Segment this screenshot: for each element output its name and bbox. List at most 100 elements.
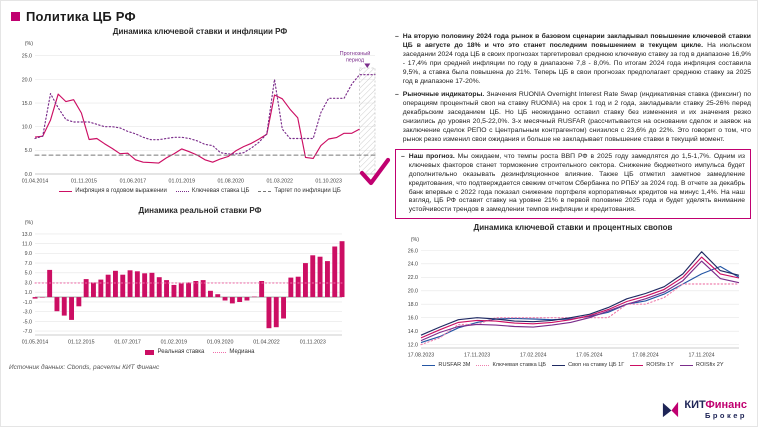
svg-text:01.01.2019: 01.01.2019 (169, 179, 196, 185)
chart-key-rate-inflation: Динамика ключевой ставки и инфляции РФ 0… (9, 27, 391, 194)
bullet-lead: Наш прогноз. (408, 152, 455, 160)
svg-text:-5.0: -5.0 (23, 319, 32, 325)
bullet-lead: На вторую половину 2024 года рынок в баз… (402, 33, 751, 49)
chart-real-rate: Динамика реальной ставки РФ 13.0 11.0 9.0 7… (9, 206, 391, 355)
svg-text:24.0: 24.0 (408, 262, 418, 268)
bullet-text: Наш прогноз. Мы ожидаем, что темпы роста… (409, 153, 745, 216)
svg-text:20.0: 20.0 (22, 77, 32, 83)
logo-line1: КИТФинанс (684, 398, 747, 411)
legend-label: ROISfix 2Y (695, 362, 724, 368)
bullet-lead: Рыночные индикаторы. (402, 90, 485, 98)
bullet-text: На вторую половину 2024 года рынок в баз… (403, 33, 751, 87)
bullet-market-expectations: – На вторую половину 2024 года рынок в б… (395, 33, 751, 87)
chart3-legend: RUSFAR 3M Ключевая ставка ЦБ Своп на ставк… (395, 362, 751, 368)
svg-text:-7.0: -7.0 (23, 329, 32, 335)
legend-label: Таргет по инфляции ЦБ (274, 188, 341, 194)
svg-text:5.0: 5.0 (25, 148, 32, 154)
svg-text:01.12.2015: 01.12.2015 (68, 340, 95, 346)
legend-bar-swatch (145, 349, 155, 355)
legend-item: Таргет по инфляции ЦБ (258, 188, 341, 194)
svg-text:3.0: 3.0 (25, 280, 32, 286)
svg-text:01.04.2022: 01.04.2022 (253, 340, 280, 346)
bullet-our-forecast-highlighted: – Наш прогноз. Мы ожидаем, что темпы рос… (395, 148, 751, 220)
svg-text:5.0: 5.0 (25, 271, 32, 277)
logo-mark-icon (663, 401, 679, 417)
chart2-canvas: 13.0 11.0 9.0 7.0 5.0 3.0 1.0 -1.0 -3.0 -5.0 -7.0 0… (22, 220, 345, 346)
chart2-title: Динамика реальной ставки РФ (138, 206, 262, 215)
bullet-dash: – (401, 152, 405, 160)
svg-text:01.02.2019: 01.02.2019 (161, 340, 188, 346)
legend-line-swatch (476, 364, 490, 366)
svg-text:Прогнозный: Прогнозный (340, 50, 371, 57)
svg-text:период: период (346, 58, 365, 64)
svg-text:01.05.2014: 01.05.2014 (22, 340, 49, 346)
logo-broker: Брокер (704, 410, 747, 420)
bullet-body: Значения RUONIA Overnight Interest Rate … (402, 90, 751, 143)
svg-text:17.08.2024: 17.08.2024 (632, 353, 659, 359)
legend-item: Своп на ставку ЦБ 1Г (552, 362, 624, 368)
logo-kit: КИТ (684, 398, 706, 411)
svg-text:1.0: 1.0 (25, 290, 32, 296)
legend-item: Ключевая ставка ЦБ (175, 188, 250, 194)
svg-text:10.0: 10.0 (22, 125, 32, 131)
legend-label: Ключевая ставка ЦБ (191, 188, 250, 194)
legend-item: Реальная ставка (145, 349, 204, 355)
legend-item: Инфляция в годовом выражении (59, 188, 167, 194)
svg-text:01.03.2022: 01.03.2022 (266, 179, 293, 185)
svg-text:15.0: 15.0 (22, 101, 32, 107)
svg-text:01.09.2020: 01.09.2020 (207, 340, 234, 346)
analysis-bullets: – На вторую половину 2024 года рынок в б… (395, 33, 751, 223)
bullet-text: Рыночные индикаторы. Значения RUONIA Ove… (403, 91, 751, 145)
bullet-body: Мы ожидаем, что темпы роста ВВП РФ в 202… (408, 152, 745, 214)
svg-text:01.11.2023: 01.11.2023 (300, 340, 326, 346)
svg-text:20.0: 20.0 (408, 289, 418, 295)
right-column: – На вторую половину 2024 года рынок в б… (395, 33, 751, 368)
logo-finance: Финанс (705, 398, 747, 411)
svg-text:01.08.2020: 01.08.2020 (217, 179, 244, 185)
svg-text:25.0: 25.0 (22, 54, 32, 60)
svg-text:0.0: 0.0 (25, 172, 32, 178)
source-note: Источник данных: Cbonds, расчеты КИТ Фин… (9, 364, 160, 371)
left-column: Динамика ключевой ставки и инфляции РФ 0… (9, 27, 391, 371)
chart1-canvas: 0.0 5.0 10.0 15.0 20.0 25.0 01.04.2014 01.11.20… (22, 41, 376, 185)
chart2-legend: Реальная ставка Медиана (9, 349, 391, 355)
chart1-legend: Инфляция в годовом выражении Ключевая ста… (9, 188, 391, 194)
svg-text:14.0: 14.0 (408, 329, 418, 335)
legend-item: Ключевая ставка ЦБ (476, 362, 546, 368)
svg-text:01.11.2015: 01.11.2015 (71, 179, 97, 185)
slide-header: Политика ЦБ РФ (11, 9, 136, 24)
legend-item: ROISfix 1Y (630, 362, 674, 368)
legend-label: Ключевая ставка ЦБ (492, 362, 547, 368)
svg-text:(%): (%) (411, 237, 419, 243)
svg-text:12.0: 12.0 (408, 343, 418, 349)
legend-label: ROISfix 1Y (646, 362, 674, 368)
bullet-dash: – (395, 33, 399, 40)
svg-text:16.0: 16.0 (408, 316, 418, 322)
svg-text:26.0: 26.0 (408, 248, 418, 254)
svg-text:(%): (%) (25, 41, 33, 47)
chart3-title: Динамика ключевой ставки и процентных св… (473, 223, 673, 232)
svg-text:11.0: 11.0 (22, 242, 32, 248)
legend-item: Медиана (213, 349, 255, 355)
legend-line-swatch (552, 364, 566, 366)
svg-text:18.0: 18.0 (408, 302, 418, 308)
legend-line-swatch (679, 364, 693, 366)
chart-key-rate-swaps: Динамика ключевой ставки и процентных св… (395, 223, 751, 368)
bullet-market-indicators: – Рыночные индикаторы. Значения RUONIA O… (395, 91, 751, 145)
legend-line-swatch (59, 190, 73, 192)
svg-text:7.0: 7.0 (25, 261, 32, 267)
chart1-title: Динамика ключевой ставки и инфляции РФ (112, 27, 288, 36)
svg-text:17.02.2024: 17.02.2024 (520, 353, 547, 359)
legend-item: ROISfix 2Y (679, 362, 724, 368)
svg-text:17.05.2024: 17.05.2024 (576, 353, 603, 359)
legend-line-swatch (175, 190, 189, 192)
legend-label: RUSFAR 3M (438, 362, 471, 368)
svg-text:-1.0: -1.0 (23, 300, 32, 306)
accent-square-icon (11, 12, 20, 21)
checkmark-icon (359, 157, 391, 186)
svg-text:9.0: 9.0 (25, 251, 32, 257)
svg-text:13.0: 13.0 (22, 232, 32, 238)
svg-text:17.11.2024: 17.11.2024 (689, 353, 715, 359)
legend-label: Медиана (229, 349, 255, 355)
